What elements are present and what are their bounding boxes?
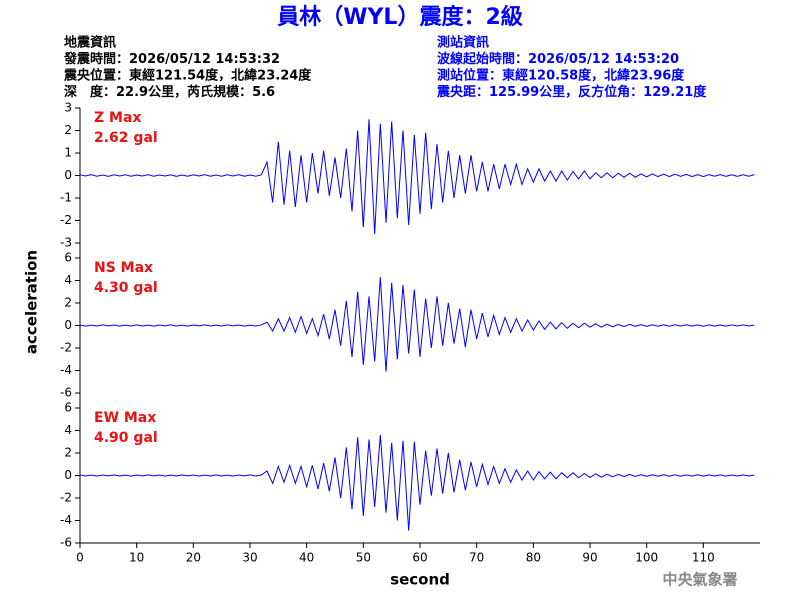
y-tick-label: 6 [64,251,72,265]
y-tick-label: 2 [64,446,72,460]
x-axis-label: second [390,571,450,589]
series-name: EW Max [94,410,156,426]
info-left: 震央位置：東經121.54度，北緯23.24度 [63,68,312,84]
x-tick-label: 50 [356,551,371,565]
y-tick-label: -1 [60,191,72,205]
info-right: 震央距：125.99公里，反方位角：129.21度 [436,84,707,100]
y-tick-label: 2 [64,123,72,137]
y-tick-label: -4 [60,513,72,527]
y-tick-label: -2 [60,491,72,505]
chart-title: 員林（WYL）震度：2級 [276,4,523,30]
series-name: NS Max [94,260,153,276]
x-tick-label: 90 [582,551,597,565]
info-right: 波線起始時間：2026/05/12 14:53:20 [437,51,679,67]
max-label: 4.90 gal [94,430,158,446]
x-tick-label: 70 [469,551,484,565]
x-tick-label: 0 [76,551,84,565]
x-tick-label: 60 [412,551,427,565]
y-tick-label: 2 [64,296,72,310]
y-tick-label: 0 [64,468,72,482]
x-tick-label: 100 [635,551,658,565]
info-left: 發震時間：2026/05/12 14:53:32 [63,51,280,67]
waveform [79,119,755,235]
info-right: 測站位置：東經120.58度，北緯23.96度 [437,68,685,84]
max-label: 2.62 gal [94,130,158,146]
waveform [79,277,755,372]
info-right: 測站資訊 [437,35,489,51]
credit: 中央氣象署 [662,571,737,589]
x-tick-label: 110 [692,551,715,565]
y-axis-label: acceleration [23,250,41,354]
waveform [79,434,755,531]
x-tick-label: 40 [299,551,314,565]
x-tick-label: 80 [526,551,541,565]
max-label: 4.30 gal [94,280,158,296]
y-tick-label: -4 [60,363,72,377]
y-tick-label: 0 [64,318,72,332]
y-tick-label: 3 [64,101,72,115]
info-left: 深 度：22.9公里，芮氏規模：5.6 [64,84,275,100]
y-tick-label: -2 [60,213,72,227]
y-tick-label: 1 [64,146,72,160]
y-tick-label: 4 [64,423,72,437]
y-tick-label: 4 [64,273,72,287]
x-tick-label: 20 [186,551,201,565]
y-tick-label: -6 [60,536,72,550]
y-tick-label: 0 [64,168,72,182]
y-tick-label: -6 [60,386,72,400]
series-name: Z Max [94,110,141,126]
y-tick-label: -3 [60,236,72,250]
x-tick-label: 10 [129,551,144,565]
y-tick-label: 6 [64,401,72,415]
y-tick-label: -2 [60,341,72,355]
x-tick-label: 30 [242,551,257,565]
info-left: 地震資訊 [64,35,116,51]
